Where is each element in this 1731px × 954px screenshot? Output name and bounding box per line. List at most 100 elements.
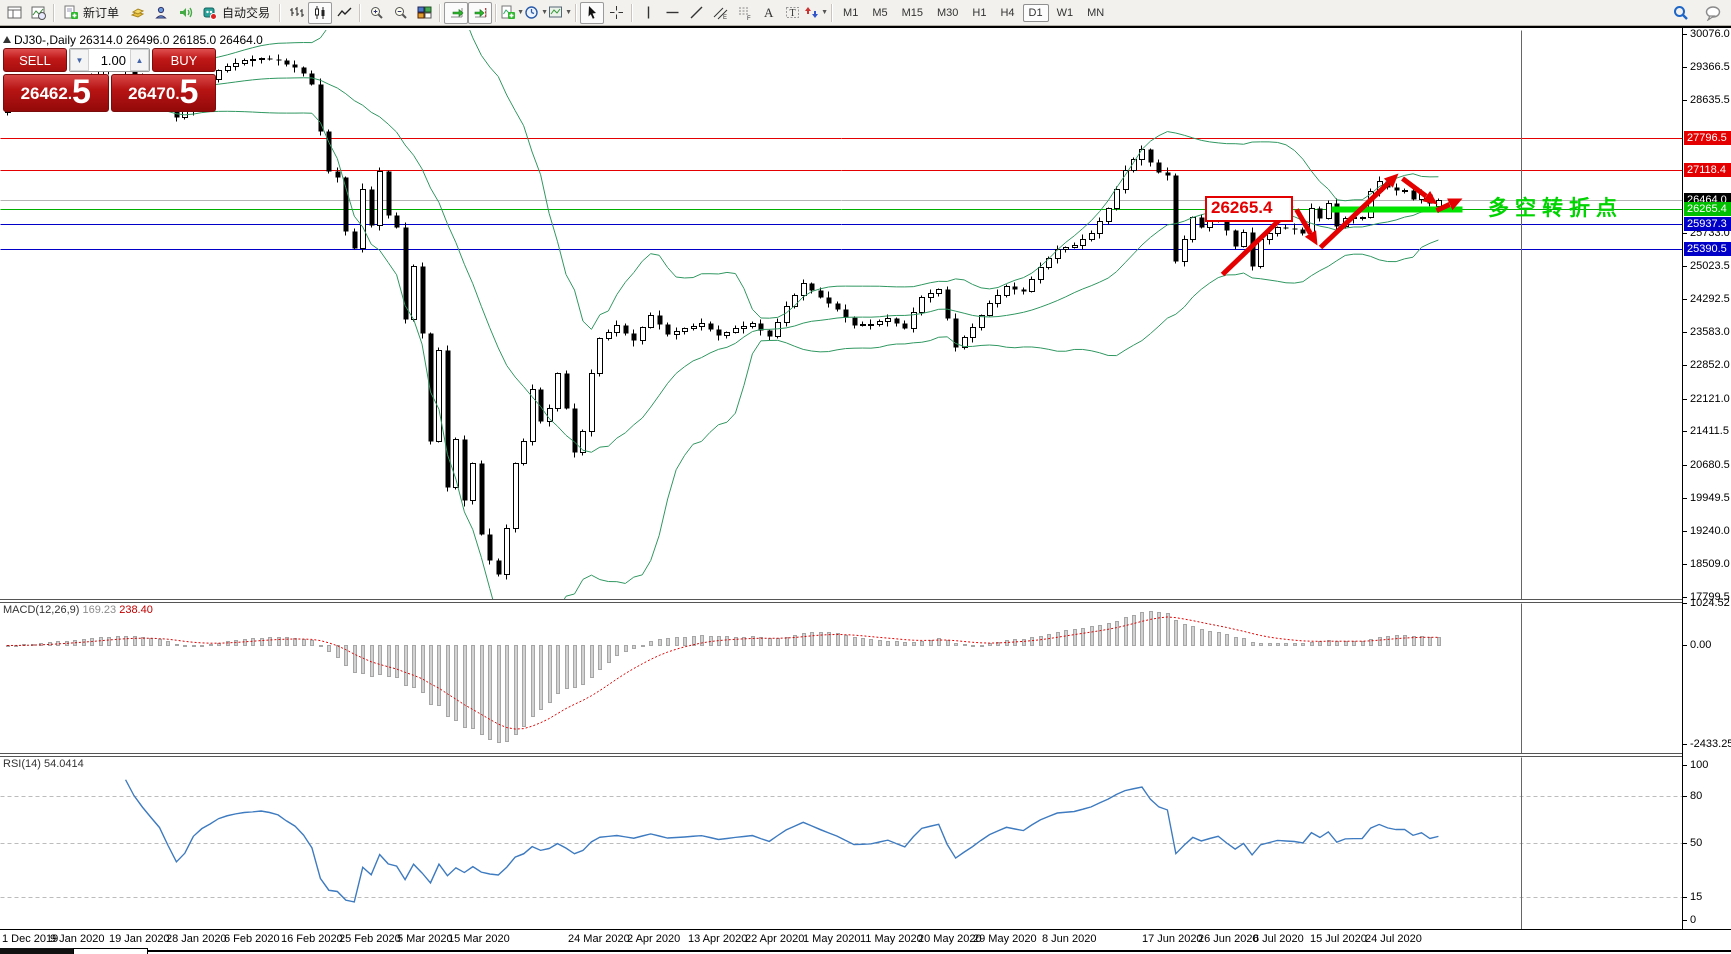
metaeditor-icon[interactable] [125, 2, 149, 24]
cursor-icon[interactable] [580, 1, 605, 24]
sell-button[interactable]: SELL [3, 48, 67, 72]
alerts-icon[interactable] [173, 2, 197, 24]
taskbar-box [73, 948, 148, 954]
vertical-line-icon[interactable] [636, 2, 660, 24]
price-tick-label: 24292.5 [1690, 293, 1730, 305]
date-label: 9 Jan 2020 [50, 933, 105, 945]
price-tick-label: 22852.0 [1690, 359, 1730, 371]
toolbar-separator [279, 3, 282, 22]
autotrading-icon[interactable] [197, 2, 221, 24]
date-label: 1 May 2020 [803, 933, 861, 945]
tile-windows-icon[interactable] [412, 2, 436, 24]
chart-title: DJ30-,Daily 26314.0 26496.0 26185.0 2646… [14, 33, 263, 47]
timeframe-h1[interactable]: H1 [972, 6, 987, 19]
text-icon[interactable]: A [756, 2, 780, 24]
periods-icon[interactable]: ▼ [524, 2, 548, 24]
line-chart-icon[interactable] [332, 2, 356, 24]
axis-tick-mark [1683, 365, 1687, 366]
templates-icon[interactable]: ▼ [548, 2, 572, 24]
axis-tick-mark [1683, 399, 1687, 400]
date-label: 15 Mar 2020 [448, 933, 510, 945]
fibonacci-icon[interactable]: F [732, 2, 756, 24]
volume-up-button[interactable]: ▲ [130, 49, 149, 71]
axis-tick-mark [1683, 431, 1687, 432]
axis-tick-mark [1683, 843, 1687, 844]
chat-icon[interactable] [1701, 2, 1725, 24]
horizontal-line-icon[interactable] [660, 2, 684, 24]
indicators-icon[interactable]: ▼ [500, 2, 524, 24]
timeframe-m15[interactable]: M15 [901, 6, 923, 19]
zoom-in-icon[interactable] [364, 2, 388, 24]
market-watch-icon[interactable] [2, 2, 26, 24]
price-tick-label: 20680.5 [1690, 459, 1730, 471]
axis-tick-mark [1683, 531, 1687, 532]
axis-tick-mark [1683, 645, 1687, 646]
toolbar-separator [359, 3, 362, 22]
bar-chart-icon[interactable] [284, 2, 308, 24]
rsi-axis-label: 15 [1690, 891, 1703, 903]
price-axis[interactable]: 30076.0 29366.5 28635.5 25733.0 25023.5 24292… [1682, 28, 1731, 929]
zoom-out-icon[interactable] [388, 2, 412, 24]
price-tick-label: 21411.5 [1690, 425, 1729, 437]
timeframe-h4[interactable]: H4 [1000, 6, 1015, 19]
timeframe-mn[interactable]: MN [1087, 6, 1105, 19]
price-tick-label: 19240.0 [1690, 525, 1730, 537]
sell-price[interactable]: 26462. 5 [3, 74, 109, 112]
timeframe-w1[interactable]: W1 [1056, 6, 1074, 19]
timeframe-m1[interactable]: M1 [843, 6, 859, 19]
chart-shift-icon[interactable] [468, 1, 493, 24]
terminal-icon[interactable] [149, 2, 173, 24]
date-label: 26 Jun 2020 [1198, 933, 1259, 945]
price-tick-label: 23583.0 [1690, 326, 1730, 338]
pane-separator-macd[interactable] [0, 599, 1731, 603]
date-label: 13 Apr 2020 [688, 933, 748, 945]
axis-tick-mark [1683, 897, 1687, 898]
trendline-icon[interactable] [684, 2, 708, 24]
channel-icon[interactable]: E [708, 2, 732, 24]
toolbar-separator [439, 3, 442, 22]
volume-input[interactable]: 1.00 [100, 52, 126, 68]
date-label: 2 Apr 2020 [627, 933, 681, 945]
buy-button[interactable]: BUY [152, 48, 216, 72]
axis-tick-mark [1683, 603, 1687, 604]
rsi-axis-label: 100 [1690, 759, 1709, 771]
auto-trading-label[interactable]: 自动交易 [222, 6, 271, 20]
new-order-icon[interactable] [58, 2, 82, 24]
date-label: 25 Feb 2020 [339, 933, 401, 945]
new-order-label[interactable]: 新订单 [83, 6, 120, 20]
price-tag-25390.5: 25390.5 [1684, 242, 1731, 256]
price-callout-box[interactable]: 26265.4 [1205, 196, 1293, 222]
axis-tick-mark [1683, 796, 1687, 797]
timeframe-d1[interactable]: D1 [1022, 3, 1049, 22]
timeframe-m30[interactable]: M30 [937, 6, 959, 19]
macd-main-value: 169.23 [82, 604, 117, 616]
candle-chart-icon[interactable] [308, 1, 333, 24]
date-axis[interactable]: 1 Dec 2019 9 Jan 2020 19 Jan 2020 28 Jan 20… [0, 930, 1731, 948]
chart-area[interactable]: DJ30-,Daily 26314.0 26496.0 26185.0 2646… [0, 26, 1731, 954]
crosshair-icon[interactable] [604, 2, 628, 24]
timeframe-m5[interactable]: M5 [872, 6, 888, 19]
volume-down-button[interactable]: ▼ [70, 49, 89, 71]
search-icon[interactable] [1669, 2, 1693, 24]
rsi-canvas[interactable] [0, 757, 1682, 929]
sell-price-big-digit: 5 [72, 73, 91, 111]
date-label: 8 Jun 2020 [1042, 933, 1097, 945]
text-label-icon[interactable]: T [780, 2, 804, 24]
date-label: 19 Jan 2020 [109, 933, 170, 945]
cn-annotation-text[interactable]: 多空转折点 [1488, 197, 1623, 220]
date-label: 22 Apr 2020 [745, 933, 805, 945]
pane-separator-rsi[interactable] [0, 753, 1731, 757]
tick-chart-icon[interactable] [26, 2, 50, 24]
rsi-axis-label: 0 [1690, 914, 1697, 926]
auto-scroll-icon[interactable] [444, 1, 469, 24]
main-price-canvas[interactable] [0, 30, 1682, 599]
date-label: 1 Dec 2019 [2, 933, 59, 945]
arrows-icon[interactable]: ▼ [804, 2, 828, 24]
toolbar-separator [831, 3, 834, 22]
macd-canvas[interactable] [0, 603, 1682, 753]
date-label: 16 Feb 2020 [281, 933, 343, 945]
axis-tick-mark [1683, 34, 1687, 35]
one-click-trading-panel: SELL ▼ 1.00 ▲ BUY 26462. 5 26470. 5 [3, 48, 216, 114]
buy-price[interactable]: 26470. 5 [110, 74, 216, 112]
